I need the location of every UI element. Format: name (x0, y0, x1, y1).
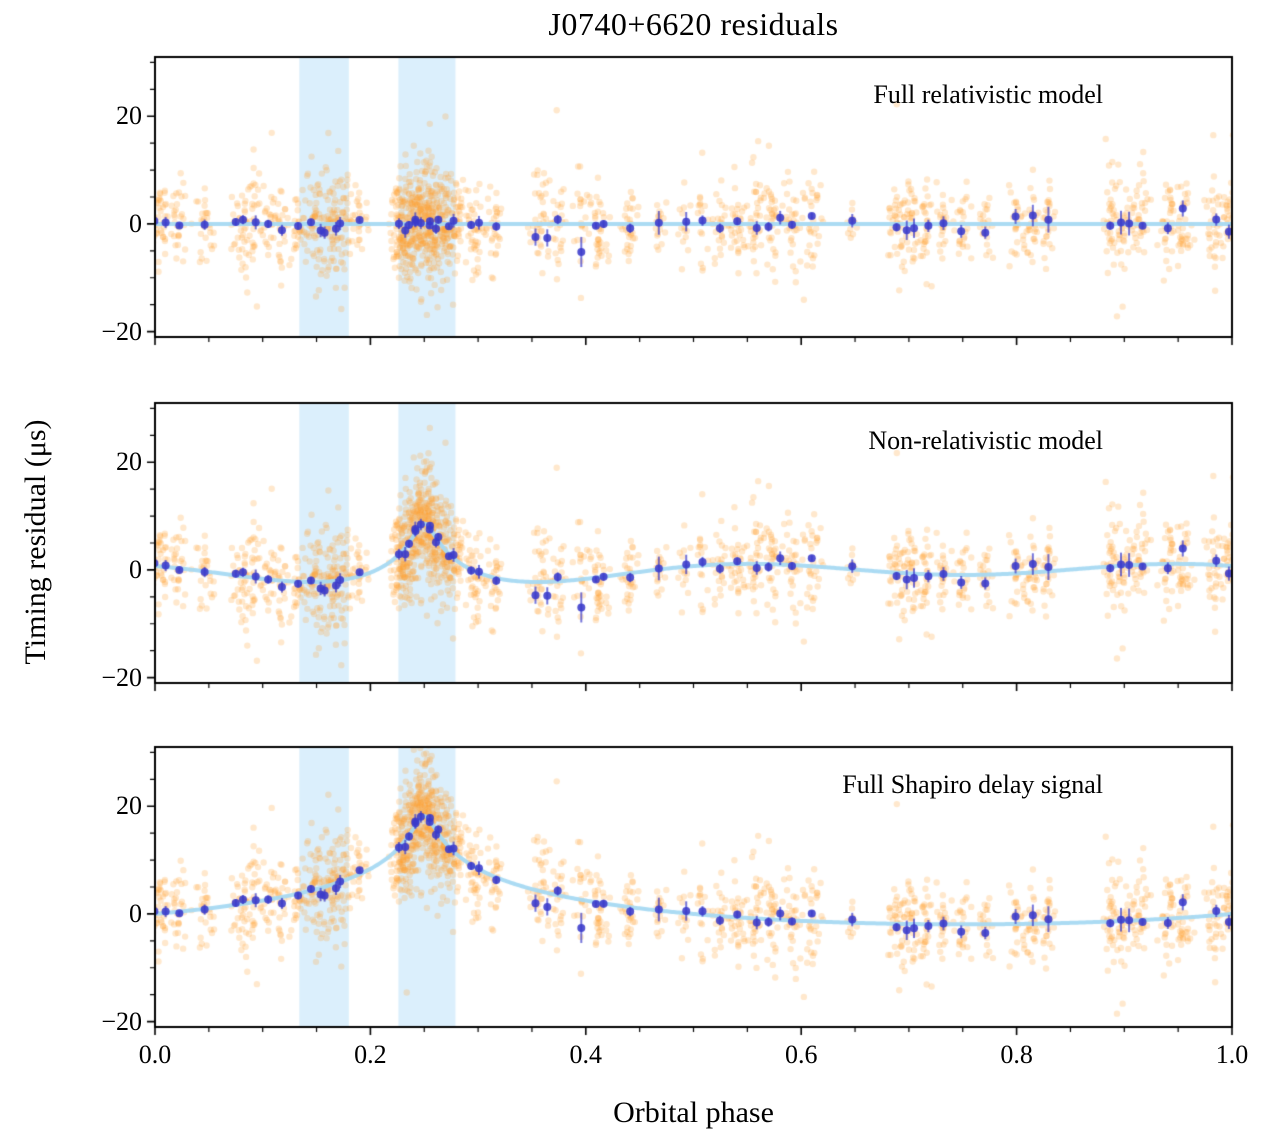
x-tick-label: 0.8 (1000, 1040, 1033, 1069)
y-tick-label: 0 (129, 898, 142, 928)
y-tick-label: 0 (129, 208, 142, 238)
y-tick-label: −20 (101, 1006, 142, 1036)
panel-annotation-non-relativistic: Non-relativistic model (868, 426, 1103, 455)
x-tick-label: 0.2 (354, 1040, 387, 1069)
x-tick-label: 0.0 (138, 1040, 172, 1069)
panel-shapiro-signal-canvas (141, 733, 1246, 1041)
y-axis-title: Timing residual (μs) (19, 419, 52, 665)
panel-annotation-full-relativistic: Full relativistic model (873, 80, 1103, 109)
y-tick-label: 20 (116, 101, 142, 131)
y-tick-label: 20 (116, 791, 142, 821)
x-tick-label: 0.4 (569, 1040, 603, 1069)
x-tick-label: 0.6 (784, 1040, 818, 1069)
x-tick-label: 1.0 (1215, 1040, 1249, 1069)
x-axis-title: Orbital phase (613, 1096, 774, 1129)
y-tick-label: −20 (101, 662, 142, 692)
panel-full-relativistic-canvas (141, 43, 1246, 351)
panel-annotation-shapiro-signal: Full Shapiro delay signal (842, 770, 1103, 799)
y-tick-label: −20 (101, 316, 142, 346)
chart-title: J0740+6620 residuals (548, 6, 839, 42)
y-tick-label: 20 (116, 447, 142, 477)
y-tick-label: 0 (129, 554, 142, 584)
panel-non-relativistic-canvas (141, 389, 1246, 697)
